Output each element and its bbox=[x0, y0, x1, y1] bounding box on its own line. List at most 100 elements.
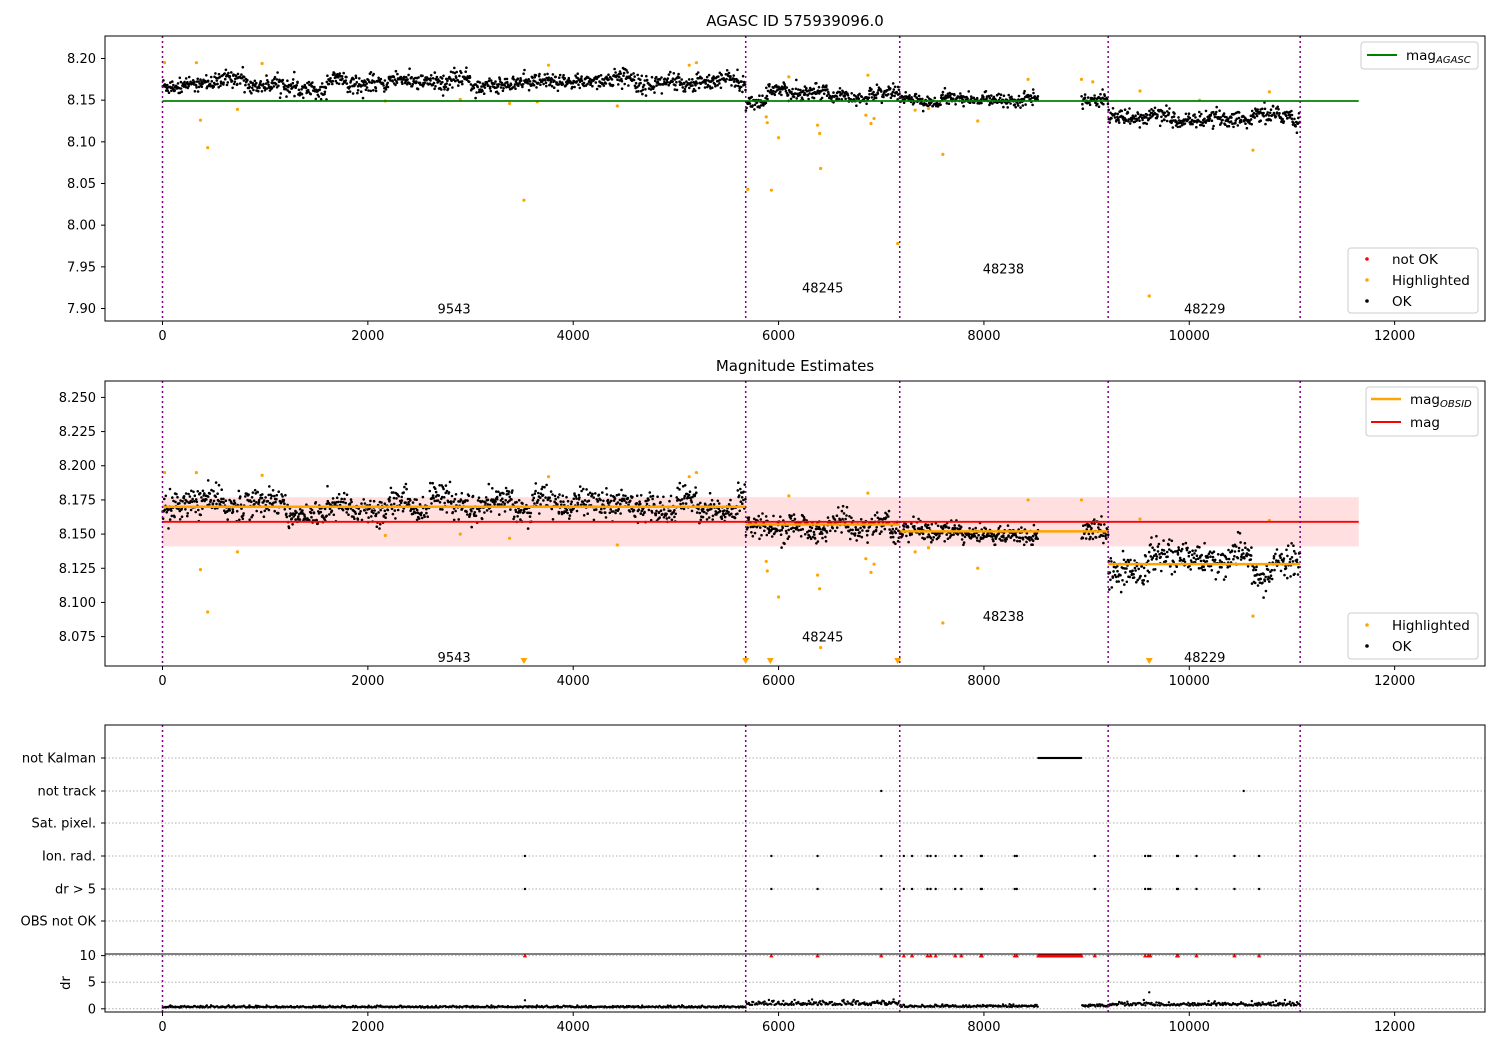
ok-point bbox=[1108, 571, 1112, 574]
ok-point bbox=[1156, 550, 1160, 553]
dr-point bbox=[375, 1006, 378, 1009]
ok-point bbox=[331, 497, 335, 500]
ok-point bbox=[324, 86, 328, 90]
ok-point bbox=[1117, 118, 1120, 122]
highlighted-point bbox=[198, 568, 203, 572]
ok-point bbox=[765, 533, 769, 537]
ok-point bbox=[214, 481, 218, 484]
ok-point bbox=[653, 91, 656, 94]
ok-point bbox=[781, 526, 784, 530]
ok-point bbox=[874, 96, 878, 100]
ok-point bbox=[497, 83, 501, 86]
ok-point bbox=[1155, 557, 1158, 561]
ok-point bbox=[298, 518, 302, 521]
ok-point bbox=[328, 513, 331, 516]
ok-point bbox=[1021, 538, 1025, 541]
flag-point bbox=[816, 854, 819, 858]
ok-point bbox=[582, 81, 586, 85]
ok-point bbox=[440, 495, 444, 499]
ok-point bbox=[415, 508, 419, 512]
ok-point bbox=[953, 526, 957, 530]
ok-point bbox=[1002, 105, 1005, 109]
ok-point bbox=[865, 102, 868, 105]
ok-point bbox=[270, 494, 274, 498]
ok-point bbox=[172, 499, 175, 503]
ok-point bbox=[835, 95, 839, 98]
ok-point bbox=[717, 75, 720, 78]
ok-point bbox=[444, 491, 448, 495]
ok-point bbox=[557, 83, 561, 86]
ok-point bbox=[214, 83, 217, 86]
ok-point bbox=[1116, 569, 1119, 573]
ok-point bbox=[480, 517, 484, 521]
ok-point bbox=[267, 493, 271, 497]
ok-point bbox=[467, 494, 471, 498]
ok-point bbox=[1280, 120, 1283, 124]
ok-point bbox=[1229, 120, 1233, 123]
ok-point bbox=[550, 507, 554, 511]
highlighted-point bbox=[896, 241, 900, 246]
ok-point bbox=[1107, 108, 1110, 112]
ok-point bbox=[1105, 97, 1109, 101]
offscale-marker bbox=[894, 658, 902, 664]
ok-point bbox=[1020, 526, 1023, 529]
ok-point bbox=[759, 104, 763, 107]
ok-point bbox=[914, 92, 918, 96]
ok-point bbox=[513, 85, 516, 88]
ok-point bbox=[368, 80, 371, 84]
ok-point bbox=[887, 509, 891, 513]
ok-point bbox=[351, 92, 355, 95]
ok-point bbox=[456, 79, 460, 82]
ok-point bbox=[831, 526, 834, 530]
ok-point bbox=[363, 502, 367, 505]
ok-point bbox=[742, 490, 745, 494]
ok-point bbox=[669, 494, 673, 498]
ok-point bbox=[1123, 108, 1127, 111]
ok-point bbox=[443, 501, 447, 505]
ok-point bbox=[1109, 578, 1112, 582]
ok-point bbox=[875, 526, 878, 529]
ok-point bbox=[1151, 556, 1155, 559]
ok-point bbox=[783, 542, 786, 545]
ok-point bbox=[644, 94, 648, 97]
ok-point bbox=[439, 507, 442, 511]
ok-point bbox=[618, 75, 621, 79]
ok-point bbox=[1218, 559, 1222, 562]
ok-point bbox=[894, 531, 897, 535]
ok-point bbox=[845, 505, 849, 509]
ok-point bbox=[304, 86, 308, 90]
ok-point bbox=[1109, 557, 1113, 560]
ok-point bbox=[859, 526, 862, 530]
ok-point bbox=[319, 510, 323, 514]
highlighted-point bbox=[1026, 77, 1030, 81]
ok-point bbox=[1255, 114, 1259, 118]
ok-point bbox=[280, 500, 283, 504]
ok-point bbox=[262, 499, 266, 502]
ok-point bbox=[211, 502, 215, 505]
ok-point bbox=[194, 498, 198, 501]
ok-point bbox=[251, 514, 254, 517]
magnitude-ytick-label: 8.125 bbox=[59, 562, 96, 577]
ok-point bbox=[295, 511, 298, 514]
ok-point bbox=[440, 88, 443, 91]
ok-point bbox=[733, 516, 737, 520]
ok-point bbox=[755, 525, 759, 529]
ok-point bbox=[873, 513, 877, 517]
ok-point bbox=[1262, 596, 1265, 599]
ok-point bbox=[1221, 118, 1224, 122]
ok-point bbox=[333, 503, 337, 506]
ok-point bbox=[577, 493, 581, 497]
ok-point bbox=[441, 94, 445, 97]
ok-point bbox=[760, 533, 763, 537]
ok-point bbox=[516, 77, 520, 80]
ok-point bbox=[840, 98, 844, 101]
ok-point bbox=[684, 502, 688, 505]
ok-point bbox=[224, 68, 228, 72]
ok-point bbox=[1134, 569, 1137, 572]
ok-point bbox=[280, 493, 283, 496]
ok-point bbox=[589, 81, 593, 84]
flag-point bbox=[1093, 887, 1097, 891]
ok-point bbox=[1270, 577, 1274, 581]
ok-point bbox=[668, 499, 671, 503]
ok-point bbox=[1222, 112, 1226, 115]
